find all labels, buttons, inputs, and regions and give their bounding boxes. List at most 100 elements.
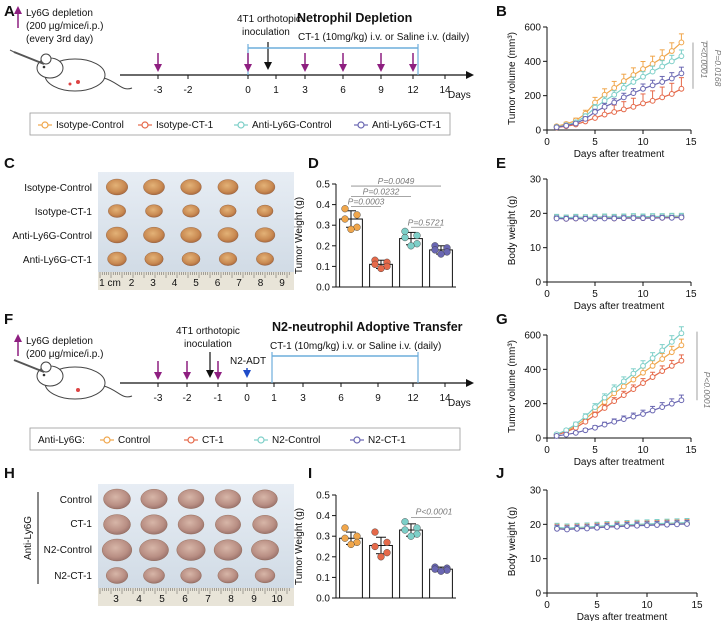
legend-marker [257, 436, 265, 444]
mouse-icon-f [13, 359, 133, 400]
data-point [640, 85, 646, 92]
depletion-marker-head-icon [301, 64, 309, 72]
adt-arrow-icon [243, 370, 251, 378]
data-point [341, 215, 349, 223]
y-axis-label: Body weight (g) [507, 507, 518, 576]
x-tick-label: 0 [544, 445, 550, 456]
y-axis-label: Tumor volume (mm³) [507, 32, 518, 125]
depletion-marker-head-icon [244, 64, 252, 72]
data-point [553, 215, 560, 222]
h-row-label: CT-1 [70, 519, 92, 530]
data-point [640, 363, 646, 369]
data-point [401, 227, 409, 235]
data-point [563, 431, 570, 438]
f-adt-label: N2-ADT [230, 356, 266, 367]
data-point [678, 53, 685, 60]
y-tick-label: 600 [524, 23, 541, 34]
data-point [668, 75, 675, 82]
h-row-label: N2-Control [44, 545, 92, 556]
ruler-label: 3 [113, 594, 119, 605]
data-point [383, 262, 391, 271]
chart-g-tumor-volume: 0 200 400 600 0 5 10 15 Days after treatment Tumo… [507, 326, 712, 468]
data-point [601, 103, 608, 110]
depletion-marker-head-icon [339, 64, 347, 72]
data-point [659, 347, 666, 354]
data-point [353, 532, 361, 540]
ruler-label: 5 [159, 594, 165, 605]
bar [399, 529, 423, 599]
data-point [611, 215, 618, 222]
panel-label-D: D [308, 155, 319, 172]
data-point [371, 260, 379, 268]
tumor-specimen [140, 489, 168, 509]
f-depletion-line-1: Ly6G depletion [26, 336, 93, 347]
data-point [584, 525, 590, 532]
data-point [659, 94, 666, 101]
p-value-annotation: P=0.0168 [713, 50, 723, 87]
depletion-marker-head-icon [154, 372, 162, 380]
p-value-annotation: P<0.0001 [699, 42, 709, 79]
data-point [437, 250, 445, 258]
data-point [413, 231, 421, 240]
tumor-specimen [143, 567, 165, 584]
y-tick-label: 0.5 [316, 180, 330, 191]
y-tick-label: 0.2 [316, 241, 330, 252]
x-tick-label: 5 [592, 137, 598, 148]
tumor-specimen [103, 488, 131, 510]
data-point [401, 526, 409, 534]
legend-label: Control [118, 435, 150, 446]
data-point [668, 338, 675, 345]
data-point [678, 330, 685, 337]
panel-label-G: G [496, 311, 508, 328]
x-tick-label: 10 [637, 289, 649, 300]
panel-a-days-label: Days [448, 90, 471, 101]
timeline-tick-label: -3 [154, 85, 163, 96]
data-point [594, 524, 600, 531]
data-point [659, 55, 666, 61]
y-tick-label: 400 [524, 57, 541, 68]
tumor-specimen [251, 539, 279, 561]
data-point [620, 215, 627, 222]
timeline-tick-label: 1 [273, 85, 279, 96]
data-point [553, 433, 560, 439]
data-point [614, 523, 620, 530]
data-point [630, 376, 637, 383]
x-tick-label: 5 [592, 445, 598, 456]
y-tick-label: 30 [530, 175, 542, 186]
data-point [353, 223, 361, 231]
data-point [383, 538, 391, 546]
data-point [582, 215, 589, 222]
panel-label-E: E [496, 155, 506, 172]
data-point [592, 424, 598, 431]
data-point [383, 549, 391, 557]
tumor-specimen [107, 251, 127, 267]
data-point [401, 233, 409, 242]
data-point [684, 521, 690, 527]
tumor-specimen [102, 538, 133, 562]
c-row-label: Anti-Ly6G-CT-1 [23, 255, 93, 266]
y-axis-label: Body weight (g) [507, 196, 518, 265]
y-tick-label: 30 [530, 486, 542, 497]
tumor-specimen [218, 252, 238, 266]
tumor-specimen [254, 227, 276, 243]
data-point [572, 215, 579, 222]
data-point [640, 215, 646, 222]
y-tick-label: 0 [535, 589, 541, 600]
h-group-label: Anti-Ly6G [23, 516, 34, 560]
ruler-label: 6 [182, 594, 188, 605]
data-point [611, 386, 618, 392]
tumor-specimen [176, 539, 206, 561]
data-point [572, 421, 579, 428]
data-point [668, 363, 675, 369]
panel-f-days-label: Days [448, 398, 471, 409]
data-point [563, 122, 570, 129]
f-depletion-line-2: (200 μg/mice/i.p.) [26, 349, 103, 360]
x-tick-label: 0 [544, 289, 550, 300]
panel-a-timeline: Ly6G depletion (200 μg/mice/i.p.) (every… [9, 6, 474, 136]
timeline-tick-label: 0 [244, 393, 250, 404]
x-axis-label: Days after treatment [574, 457, 665, 468]
data-point [640, 380, 646, 386]
legend-marker [103, 436, 111, 444]
data-point [601, 111, 608, 118]
data-point [582, 418, 589, 425]
